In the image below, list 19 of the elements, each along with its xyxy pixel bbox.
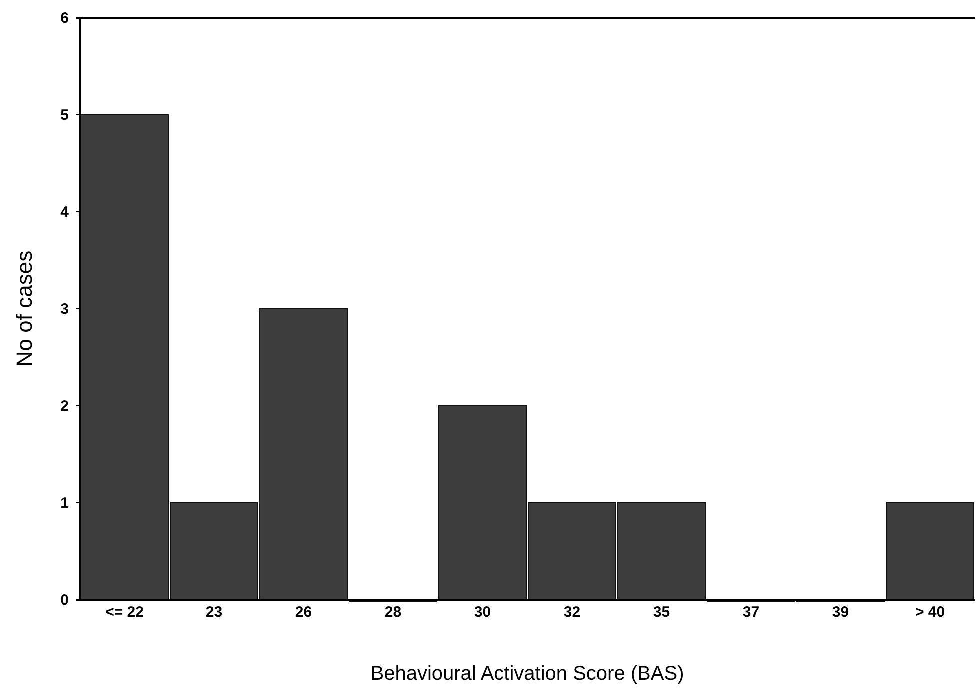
x-axis-title: Behavioural Activation Score (BAS) bbox=[370, 663, 684, 685]
y-tick-label: 3 bbox=[60, 300, 69, 318]
y-tick-label: 5 bbox=[60, 106, 69, 124]
x-tick-label: 30 bbox=[474, 604, 492, 621]
y-tick-label: 1 bbox=[60, 494, 69, 512]
x-tick-label: <= 22 bbox=[106, 604, 144, 621]
y-axis-title: No of cases bbox=[12, 250, 37, 368]
x-tick-label: 37 bbox=[742, 604, 760, 621]
x-tick-label: 28 bbox=[384, 604, 402, 621]
x-tick-label: 32 bbox=[564, 604, 581, 621]
y-tick-label: 0 bbox=[60, 592, 69, 609]
y-tick-label: 4 bbox=[60, 204, 70, 221]
x-tick-label: 39 bbox=[832, 604, 850, 621]
x-tick-label: > 40 bbox=[915, 604, 946, 621]
x-tick-label: 35 bbox=[653, 604, 670, 621]
y-tick-label: 6 bbox=[60, 10, 69, 27]
x-tick-label: 23 bbox=[206, 604, 223, 621]
x-tick-label: 26 bbox=[295, 604, 312, 621]
y-tick-label: 2 bbox=[60, 398, 69, 415]
